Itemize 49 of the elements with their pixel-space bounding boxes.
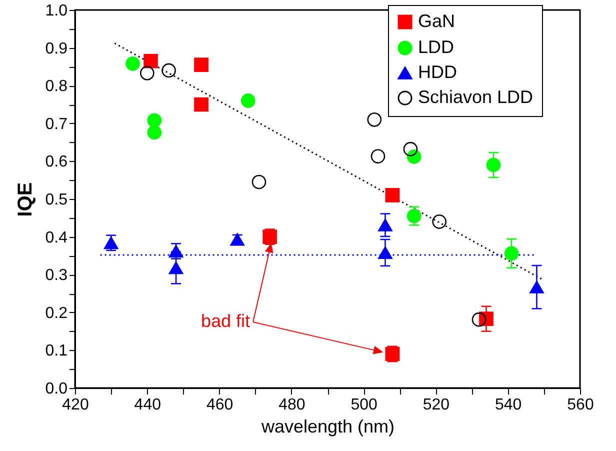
y-tick-label: 0.6 xyxy=(45,154,68,171)
point xyxy=(252,174,266,190)
legend-label: Schiavon LDD xyxy=(418,87,534,107)
point xyxy=(194,58,208,72)
y-tick-label: 0.8 xyxy=(45,78,68,96)
point xyxy=(504,246,519,261)
x-tick-label: 440 xyxy=(134,396,162,414)
point xyxy=(147,113,162,128)
legend-label: LDD xyxy=(418,37,454,57)
y-tick-label: 0.9 xyxy=(45,40,68,58)
legend-label: HDD xyxy=(418,62,457,82)
point xyxy=(126,56,140,71)
y-tick-label: 0.5 xyxy=(45,192,68,208)
point xyxy=(230,233,244,246)
point xyxy=(378,218,392,232)
y-tick-label: 0.3 xyxy=(45,267,68,284)
y-axis-title: IQE xyxy=(14,182,36,217)
point xyxy=(403,142,418,156)
point xyxy=(194,97,208,112)
point xyxy=(162,63,176,78)
y-tick-label: 0.2 xyxy=(45,304,68,322)
point xyxy=(385,188,400,202)
point xyxy=(378,246,392,259)
point xyxy=(367,112,382,127)
x-tick-label: 480 xyxy=(278,396,306,414)
x-tick-label: 540 xyxy=(495,396,522,414)
x-tick-label: 460 xyxy=(206,396,234,414)
y-tick-label: 0.1 xyxy=(45,342,68,360)
point xyxy=(140,66,154,80)
x-tick-label: 500 xyxy=(350,396,378,414)
y-tick-label: 0.7 xyxy=(45,116,68,133)
x-tick-label: 560 xyxy=(567,396,594,414)
annotation: bad fit xyxy=(200,311,250,331)
point xyxy=(147,125,162,140)
y-tick-label: 0.0 xyxy=(45,380,68,398)
x-tick-label: 420 xyxy=(62,396,89,414)
point xyxy=(432,214,446,229)
x-tick-label: 520 xyxy=(422,396,450,414)
point xyxy=(530,280,544,294)
point xyxy=(370,149,386,164)
point xyxy=(472,312,486,327)
point xyxy=(144,54,158,68)
point xyxy=(168,262,184,274)
point xyxy=(486,158,501,172)
x-axis-title: wavelength (nm) xyxy=(260,416,395,436)
y-tick-label: 0.4 xyxy=(45,229,68,246)
legend-label: GaN xyxy=(418,11,456,31)
point xyxy=(240,94,256,108)
y-tick-label: 1.0 xyxy=(45,2,68,20)
